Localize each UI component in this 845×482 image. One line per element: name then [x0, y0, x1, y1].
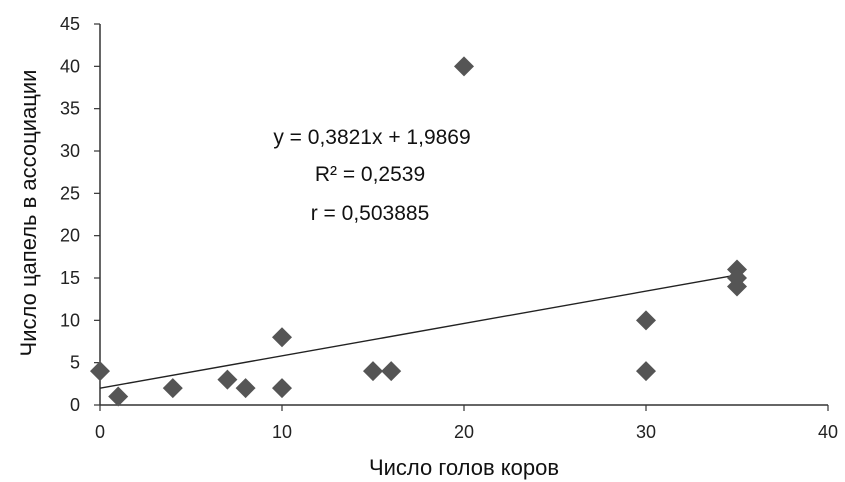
- x-axis-ticks: 0 10 20 30 40: [95, 405, 838, 442]
- x-axis-title: Число голов коров: [369, 455, 559, 480]
- y-tick-label: 10: [60, 310, 80, 330]
- data-point: [235, 378, 256, 399]
- x-tick-label: 30: [636, 422, 656, 442]
- y-tick-label: 5: [70, 353, 80, 373]
- y-tick-label: 45: [60, 14, 80, 34]
- data-points: [90, 56, 747, 407]
- y-axis-ticks: 0 5 10 15 20 25 30 35 40 45: [60, 14, 100, 415]
- y-axis-title: Число цапель в ассоциации: [16, 70, 41, 357]
- data-point: [454, 56, 474, 77]
- y-tick-label: 40: [60, 56, 80, 76]
- annotation-r-squared: R² = 0,2539: [315, 163, 425, 186]
- y-tick-label: 0: [70, 395, 80, 415]
- data-point: [217, 369, 238, 390]
- data-point: [381, 361, 402, 382]
- data-point: [272, 378, 292, 399]
- annotation-equation: y = 0,3821x + 1,9869: [273, 126, 470, 149]
- data-point: [272, 327, 292, 348]
- x-tick-label: 20: [454, 422, 474, 442]
- y-tick-label: 15: [60, 268, 80, 288]
- data-point: [162, 378, 183, 399]
- annotation-r: r = 0,503885: [311, 202, 430, 225]
- data-point: [363, 361, 383, 382]
- data-point: [108, 386, 129, 407]
- trendline: [99, 274, 738, 389]
- y-tick-label: 25: [60, 183, 80, 203]
- x-tick-label: 10: [272, 422, 292, 442]
- data-point: [90, 361, 110, 382]
- y-tick-label: 20: [60, 226, 80, 246]
- y-tick-label: 30: [60, 141, 80, 161]
- data-point: [636, 361, 656, 382]
- x-tick-label: 40: [818, 422, 838, 442]
- x-tick-label: 0: [95, 422, 105, 442]
- y-tick-label: 35: [60, 99, 80, 119]
- data-point: [727, 276, 747, 297]
- data-point: [636, 310, 656, 331]
